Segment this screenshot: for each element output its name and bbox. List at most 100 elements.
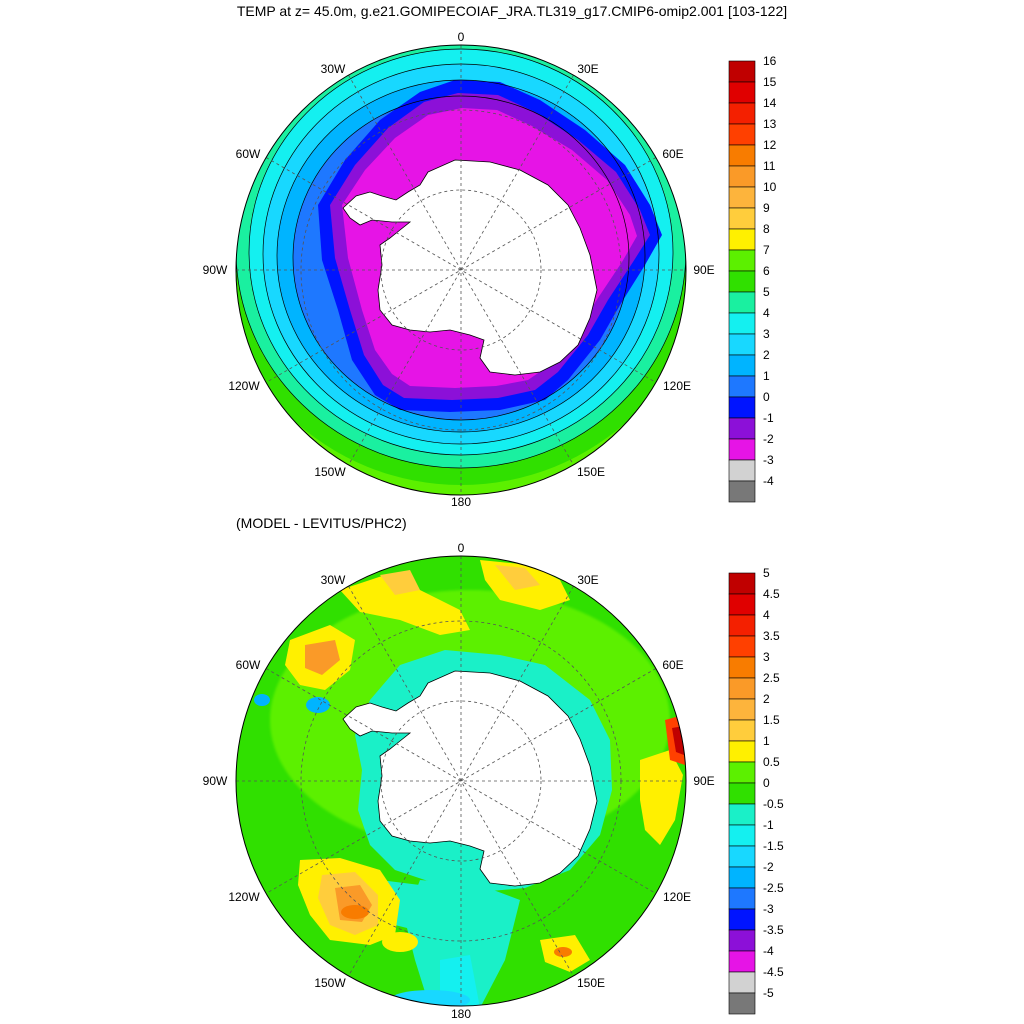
- difference-colorbar-swatch: [728, 656, 756, 679]
- difference-colorbar-label: -4.5: [763, 965, 784, 979]
- difference-title: (MODEL - LEVITUS/PHC2): [236, 515, 407, 531]
- top-longitude-labels: 0 30E 60E 90E 120E 150E 180 150W 120W 90…: [203, 30, 715, 509]
- lon-label-90w: 90W: [203, 263, 228, 277]
- temperature-colorbar-label: 16: [763, 54, 777, 68]
- temperature-colorbar-label: 12: [763, 138, 777, 152]
- lon-label-60e: 60E: [662, 658, 683, 672]
- difference-colorbar-swatch: [728, 929, 756, 952]
- lon-label-180: 180: [451, 1007, 471, 1021]
- temperature-colorbar-swatch: [728, 102, 756, 125]
- temperature-colorbar-swatch: [728, 480, 756, 503]
- lon-label-150w: 150W: [314, 465, 346, 479]
- difference-colorbar-label: -5: [763, 986, 774, 1000]
- lon-label-30e: 30E: [577, 573, 598, 587]
- difference-colorbar-label: 3: [763, 650, 770, 664]
- temperature-colorbar-label: 10: [763, 180, 777, 194]
- lon-label-120e: 120E: [663, 890, 691, 904]
- temperature-colorbar-label: 13: [763, 117, 777, 131]
- difference-colorbar-label: 4.5: [763, 587, 780, 601]
- difference-colorbar-label: -2: [763, 860, 774, 874]
- lon-label-90e: 90E: [693, 263, 714, 277]
- difference-colorbar-swatch: [728, 845, 756, 868]
- difference-colorbar-swatch: [728, 908, 756, 931]
- difference-colorbar-swatch: [728, 887, 756, 910]
- difference-colorbar-label: -0.5: [763, 797, 784, 811]
- temperature-colorbar-swatch: [728, 165, 756, 188]
- temperature-colorbar-label: 7: [763, 243, 770, 257]
- lon-label-30w: 30W: [321, 62, 346, 76]
- difference-colorbar-swatch: [728, 740, 756, 763]
- temperature-colorbar-label: 15: [763, 75, 777, 89]
- lon-label-30e: 30E: [577, 62, 598, 76]
- bottom-longitude-labels: 0 30E 60E 90E 120E 150E 180 150W 120W 90…: [203, 541, 715, 1021]
- difference-colorbar-label: 1: [763, 734, 770, 748]
- difference-colorbar-label: -3: [763, 902, 774, 916]
- difference-colorbar-label: -1.5: [763, 839, 784, 853]
- temperature-colorbar-label: -4: [763, 474, 774, 488]
- difference-colorbar-swatch: [728, 719, 756, 742]
- lon-label-90w: 90W: [203, 774, 228, 788]
- difference-colorbar-swatch: [728, 866, 756, 889]
- temperature-colorbar-swatch: [728, 144, 756, 167]
- difference-colorbar-swatch: [728, 614, 756, 637]
- lon-label-60w: 60W: [236, 658, 261, 672]
- temperature-colorbar-swatch: [728, 459, 756, 482]
- difference-colorbar-swatch: [728, 698, 756, 721]
- temperature-colorbar-label: 2: [763, 348, 770, 362]
- temperature-colorbar-swatch: [728, 228, 756, 251]
- temperature-colorbar-label: 9: [763, 201, 770, 215]
- difference-colorbar-label: 0.5: [763, 755, 780, 769]
- temperature-colorbar-swatch: [728, 186, 756, 209]
- lon-label-150e: 150E: [577, 465, 605, 479]
- lon-label-150w: 150W: [314, 976, 346, 990]
- temperature-colorbar-swatch: [728, 354, 756, 377]
- temperature-colorbar-label: 0: [763, 390, 770, 404]
- difference-colorbar-label: 5: [763, 566, 770, 580]
- lon-label-120e: 120E: [663, 379, 691, 393]
- difference-colorbar-label: -2.5: [763, 881, 784, 895]
- temperature-field: [236, 45, 686, 495]
- lon-label-120w: 120W: [228, 379, 260, 393]
- temperature-colorbar-label: -3: [763, 453, 774, 467]
- temperature-colorbar-swatch: [728, 270, 756, 293]
- temperature-colorbar-swatch: [728, 375, 756, 398]
- temperature-colorbar-label: 4: [763, 306, 770, 320]
- lon-label-0: 0: [458, 541, 465, 555]
- difference-map: [235, 555, 687, 1007]
- difference-colorbar-swatch: [728, 971, 756, 994]
- temperature-colorbar-label: 14: [763, 96, 777, 110]
- temperature-colorbar-swatch: [728, 438, 756, 461]
- temperature-colorbar-label: 8: [763, 222, 770, 236]
- map-boundary: [235, 555, 687, 1007]
- temperature-colorbar-swatch: [728, 81, 756, 104]
- lon-label-60w: 60W: [236, 147, 261, 161]
- temperature-colorbar-swatch: [728, 60, 756, 83]
- lon-label-60e: 60E: [662, 147, 683, 161]
- difference-colorbar-swatch: [728, 803, 756, 826]
- difference-colorbar-label: 2: [763, 692, 770, 706]
- temperature-colorbar-swatch: [728, 207, 756, 230]
- lon-label-120w: 120W: [228, 890, 260, 904]
- difference-colorbar-label: 0: [763, 776, 770, 790]
- temperature-colorbar-swatch: [728, 417, 756, 440]
- difference-colorbar-label: 3.5: [763, 629, 780, 643]
- temperature-colorbar-label: 11: [763, 159, 776, 173]
- temperature-colorbar-swatch: [728, 333, 756, 356]
- temperature-colorbar-swatch: [728, 123, 756, 146]
- lon-label-150e: 150E: [577, 976, 605, 990]
- temperature-colorbar-swatch: [728, 249, 756, 272]
- temperature-colorbar-label: 6: [763, 264, 770, 278]
- difference-colorbar: 5 4.5 4 3.5 3 2.5 2 1.5 1 0.5 0 -0.5 -1 -1.5 -2 -2.5 -3 -…: [728, 566, 784, 1015]
- temperature-map: [235, 44, 687, 496]
- difference-colorbar-swatch: [728, 593, 756, 616]
- lon-label-90e: 90E: [693, 774, 714, 788]
- difference-colorbar-swatch: [728, 761, 756, 784]
- main-title: TEMP at z= 45.0m, g.e21.GOMIPECOIAF_JRA.…: [236, 3, 788, 19]
- temperature-colorbar-label: 1: [763, 369, 770, 383]
- difference-colorbar-swatch: [728, 572, 756, 595]
- temperature-colorbar-swatch: [728, 291, 756, 314]
- lon-label-180: 180: [451, 495, 471, 509]
- temperature-colorbar-swatch: [728, 312, 756, 335]
